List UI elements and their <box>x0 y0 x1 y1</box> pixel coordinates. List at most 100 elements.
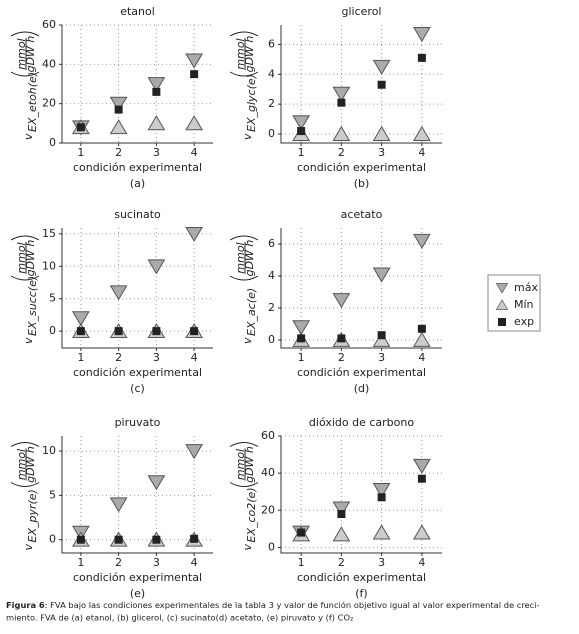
x-tick-label: 3 <box>153 556 160 569</box>
unit-denominator: gDW h <box>24 446 37 483</box>
marker <box>109 96 128 112</box>
x-tick-label: 4 <box>418 146 425 159</box>
unit-numerator: mmol <box>15 449 28 480</box>
legend-marker <box>498 318 506 326</box>
y-tick-label: 0 <box>268 127 275 140</box>
y-tick-label: 5 <box>49 488 56 501</box>
marker <box>76 327 85 336</box>
marker <box>297 334 306 343</box>
unit-denominator: gDW h <box>243 240 256 277</box>
y-tick-label: 20 <box>261 503 275 516</box>
marker <box>114 105 123 114</box>
marker <box>332 501 351 517</box>
marker <box>72 311 90 327</box>
marker <box>147 115 166 131</box>
marker <box>292 320 310 336</box>
x-tick-label: 2 <box>338 351 345 364</box>
x-tick-label: 1 <box>77 556 84 569</box>
marker <box>332 293 351 309</box>
x-tick-label: 4 <box>191 556 198 569</box>
x-axis-label: condición experimental <box>297 571 426 584</box>
marker <box>152 87 161 96</box>
y-label-symbol: v <box>22 337 35 344</box>
paren <box>10 442 40 487</box>
caption-line: miento. FVA de (a) etanol, (b) glicerol,… <box>6 613 353 623</box>
y-tick-label: 6 <box>268 237 275 250</box>
x-tick-label: 4 <box>418 556 425 569</box>
marker <box>417 53 426 62</box>
x-axis-label: condición experimental <box>297 366 426 379</box>
panel-label: (a) <box>130 177 145 190</box>
marker <box>413 331 431 347</box>
y-label-subscript: EX_glyc(e) <box>245 74 258 132</box>
marker <box>337 98 346 107</box>
y-tick-label: 40 <box>261 466 275 479</box>
marker <box>413 27 431 43</box>
y-tick-label: 0 <box>49 136 56 149</box>
x-tick-label: 3 <box>378 351 385 364</box>
marker <box>413 233 431 249</box>
x-tick-label: 1 <box>77 146 84 159</box>
panel-label: (b) <box>354 177 370 190</box>
x-tick-label: 4 <box>191 351 198 364</box>
unit-numerator: mmol <box>234 449 247 480</box>
x-tick-label: 2 <box>338 556 345 569</box>
panel-label: (f) <box>355 587 367 600</box>
axes <box>280 436 442 554</box>
y-label-symbol: v <box>241 337 254 344</box>
y-tick-label: 2 <box>268 97 275 110</box>
x-tick-label: 4 <box>191 146 198 159</box>
y-tick-label: 5 <box>49 292 56 305</box>
x-axis-label: condición experimental <box>297 161 426 174</box>
marker <box>413 458 431 474</box>
marker <box>109 119 128 135</box>
marker <box>190 70 199 79</box>
chart-title: sucinato <box>114 208 161 221</box>
marker <box>190 327 199 336</box>
marker <box>332 526 351 542</box>
marker <box>337 334 346 343</box>
x-tick-label: 1 <box>77 351 84 364</box>
y-tick-label: 6 <box>268 37 275 50</box>
marker <box>413 524 431 540</box>
chart-title: etanol <box>120 5 155 18</box>
chart-title: glicerol <box>342 5 382 18</box>
axes <box>280 25 442 144</box>
y-tick-label: 0 <box>268 540 275 553</box>
marker <box>417 324 426 333</box>
y-label-symbol: v <box>22 544 35 551</box>
y-tick-label: 4 <box>268 269 275 282</box>
marker <box>377 331 386 340</box>
marker <box>413 125 431 141</box>
paren <box>229 235 259 281</box>
y-tick-label: 40 <box>42 57 56 70</box>
legend-label: exp <box>514 315 534 328</box>
y-tick-label: 0 <box>49 533 56 546</box>
legend-label: máx <box>514 281 538 294</box>
y-label-symbol: v <box>22 133 35 140</box>
marker <box>147 77 166 93</box>
paren <box>229 31 259 77</box>
unit-numerator: mmol <box>234 38 247 69</box>
marker <box>114 327 123 336</box>
x-tick-label: 2 <box>115 351 122 364</box>
y-label-symbol: v <box>241 133 254 140</box>
marker <box>377 493 386 502</box>
x-tick-label: 2 <box>115 146 122 159</box>
marker <box>332 86 351 102</box>
marker <box>377 80 386 89</box>
y-tick-label: 0 <box>49 324 56 337</box>
y-tick-label: 60 <box>42 18 56 31</box>
x-tick-label: 2 <box>338 146 345 159</box>
unit-numerator: mmol <box>234 242 247 273</box>
x-axis-label: condición experimental <box>73 161 202 174</box>
marker <box>152 535 161 544</box>
panel-label: (d) <box>354 382 370 395</box>
marker <box>372 267 391 283</box>
marker <box>337 510 346 518</box>
x-tick-label: 2 <box>115 556 122 569</box>
